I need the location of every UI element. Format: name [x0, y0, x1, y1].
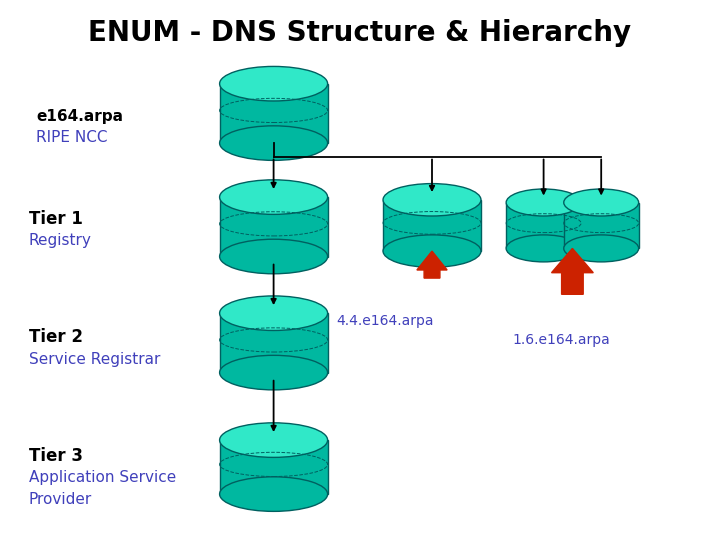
Bar	[506, 202, 581, 248]
FancyArrow shape	[552, 248, 593, 294]
Text: Service Registrar: Service Registrar	[29, 352, 160, 367]
Text: Tier 1: Tier 1	[29, 210, 83, 228]
Text: RIPE NCC: RIPE NCC	[36, 130, 107, 145]
Ellipse shape	[506, 189, 581, 216]
Ellipse shape	[383, 184, 481, 216]
Ellipse shape	[564, 235, 639, 262]
Ellipse shape	[220, 355, 328, 390]
Ellipse shape	[383, 235, 481, 267]
Text: Registry: Registry	[29, 233, 91, 248]
Ellipse shape	[220, 180, 328, 214]
Text: Application Service: Application Service	[29, 470, 176, 485]
Text: ENUM - DNS Structure & Hierarchy: ENUM - DNS Structure & Hierarchy	[89, 19, 631, 47]
Text: Tier 2: Tier 2	[29, 328, 83, 347]
Ellipse shape	[564, 189, 639, 216]
Bar	[220, 84, 328, 143]
Text: Provider: Provider	[29, 492, 92, 507]
Text: 1.6.e164.arpa: 1.6.e164.arpa	[513, 333, 611, 347]
Ellipse shape	[220, 66, 328, 101]
Text: 4.4.e164.arpa: 4.4.e164.arpa	[336, 314, 434, 328]
Ellipse shape	[220, 126, 328, 160]
Text: e164.arpa: e164.arpa	[36, 109, 123, 124]
Bar	[220, 440, 328, 494]
Ellipse shape	[220, 239, 328, 274]
Ellipse shape	[220, 477, 328, 511]
Bar	[383, 200, 481, 251]
Ellipse shape	[220, 296, 328, 330]
FancyArrow shape	[417, 251, 447, 278]
Ellipse shape	[506, 235, 581, 262]
Bar	[220, 197, 328, 256]
Bar	[220, 313, 328, 373]
Bar	[564, 202, 639, 248]
Text: Tier 3: Tier 3	[29, 447, 83, 465]
Ellipse shape	[220, 423, 328, 457]
